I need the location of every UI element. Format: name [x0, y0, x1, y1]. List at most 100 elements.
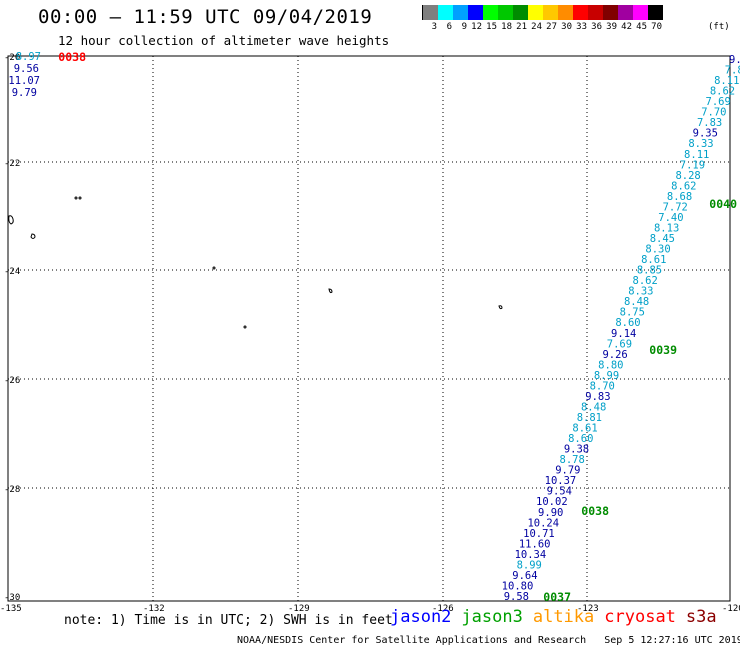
wave-reading: 9.14: [611, 328, 636, 340]
legend-swatch: [498, 5, 513, 20]
legend-tick: 27: [546, 22, 557, 32]
wave-reading: 7.19: [680, 159, 705, 171]
legend-swatch: [528, 5, 543, 20]
legend-swatch: [618, 5, 633, 20]
wave-reading: 8.11: [684, 149, 709, 161]
satellite-legend: jason2 jason3 altika cryosat s3a: [390, 607, 727, 627]
satellite-altika: altika: [532, 607, 595, 627]
wave-reading: 11.60: [519, 538, 551, 550]
pass-time-label: 0040: [709, 197, 737, 211]
wave-reading: 8.33: [628, 286, 653, 298]
wave-reading: 11.07: [8, 75, 40, 87]
wave-reading: 10.34: [515, 549, 547, 561]
satellite-cryosat: cryosat: [604, 607, 676, 627]
wave-reading: 9.0: [729, 54, 740, 66]
legend-tick: 45: [636, 22, 647, 32]
pass-time-labels: 0038 0040 0039 0038 0037: [58, 50, 737, 604]
map-title: 00:00 – 11:59 UTC 09/04/2019: [38, 6, 373, 28]
wave-reading: 8.45: [650, 233, 675, 245]
lon-label: -120: [722, 604, 740, 614]
legend-ticks: 3 6 9 12 15 18 21 24 27 30 33 36 39 42 45 70: [422, 22, 663, 32]
wave-reading: 9.79: [12, 87, 37, 99]
wave-reading: 8.62: [633, 275, 658, 287]
wave-reading: 8.60: [615, 317, 640, 329]
lat-grid: [8, 161, 730, 489]
islands: [8, 196, 503, 329]
legend-tick: 39: [606, 22, 617, 32]
wave-reading: 9.64: [512, 570, 537, 582]
units-note: note: 1) Time is in UTC; 2) SWH is in fe…: [64, 613, 393, 628]
color-legend: 3 6 9 12 15 18 21 24 27 30 33 36 39 42 45 70 (ft): [422, 5, 730, 32]
legend-swatch: [558, 5, 573, 20]
map-frame: [7, 55, 731, 602]
legend-swatch: [543, 5, 558, 20]
wave-reading: 8.30: [645, 244, 670, 256]
legend-tick: 3: [431, 22, 437, 32]
island: [498, 305, 503, 310]
credit-line: NOAA/NESDIS Center for Satellite Applica…: [237, 635, 740, 646]
pass-time-label: 0039: [649, 343, 677, 357]
lat-label: -26: [4, 376, 20, 386]
wave-reading: 8.28: [675, 170, 700, 182]
legend-swatch: [422, 5, 438, 20]
wave-reading: 10.02: [536, 496, 568, 508]
wave-reading: 9.90: [538, 507, 563, 519]
wave-reading: 7.70: [701, 107, 726, 119]
wave-reading: 9.54: [547, 486, 572, 498]
wave-reading: 10.37: [545, 475, 577, 487]
lat-label: -22: [4, 159, 20, 169]
wave-reading: 10.24: [527, 517, 559, 529]
lat-label: -30: [4, 593, 20, 603]
island: [30, 233, 36, 239]
wave-reading: 8.48: [624, 296, 649, 308]
wave-reading: 8.80: [598, 359, 623, 371]
lon-label: -129: [288, 604, 310, 614]
legend-tick: 36: [591, 22, 602, 32]
legend-tick: 33: [576, 22, 587, 32]
wave-reading: 7.69: [706, 96, 731, 108]
lon-labels: -135 -132 -129 -126 -123 -120: [0, 604, 740, 614]
wave-reading: 8.75: [620, 307, 645, 319]
legend-tick: 12: [471, 22, 482, 32]
legend-tick: 42: [621, 22, 632, 32]
island: [328, 288, 333, 294]
wave-reading: 8.85: [637, 265, 662, 277]
wave-reading: 9.56: [14, 63, 39, 75]
island: [8, 215, 14, 225]
wave-reading: 8.62: [671, 180, 696, 192]
legend-unit: (ft): [708, 22, 730, 32]
wave-height-readings: 8.979.5611.079.799.07.88.118.627.697.707…: [8, 51, 740, 603]
legend-swatch: [468, 5, 483, 20]
wave-reading: 7.72: [663, 201, 688, 213]
generated-timestamp: Sep 5 12:27:16 UTC 2019: [604, 635, 740, 646]
legend-tick: 6: [446, 22, 452, 32]
legend-swatch: [603, 5, 618, 20]
wave-reading: 8.99: [517, 559, 542, 571]
lon-grid: [152, 56, 588, 601]
wave-reading: 10.80: [502, 580, 534, 592]
wave-reading: 8.61: [641, 254, 666, 266]
wave-reading: 8.70: [590, 380, 615, 392]
satellite-jason2: jason2: [390, 607, 452, 627]
legend-tick: 70: [651, 22, 662, 32]
wave-reading: 8.48: [581, 401, 606, 413]
lon-label: -132: [143, 604, 165, 614]
legend-tick: 9: [461, 22, 467, 32]
legend-swatch: [513, 5, 528, 20]
lon-label: -123: [577, 604, 599, 614]
wave-reading: 8.97: [16, 51, 41, 63]
wave-reading: 9.83: [585, 391, 610, 403]
lat-label: -24: [4, 267, 20, 277]
legend-tick: 18: [501, 22, 512, 32]
credit-text: NOAA/NESDIS Center for Satellite Applica…: [237, 635, 587, 646]
wave-reading: 9.26: [602, 349, 627, 361]
satellite-s3a: s3a: [685, 607, 717, 627]
legend-swatch: [633, 5, 648, 20]
wave-reading: 8.61: [572, 423, 597, 435]
legend-swatches: [422, 5, 663, 20]
legend-swatch: [483, 5, 498, 20]
lat-labels: -20 -22 -24 -26 -28 -30: [4, 53, 20, 603]
wave-reading: 8.62: [710, 86, 735, 98]
pass-time-label: 0038: [58, 50, 86, 64]
wave-reading: 8.78: [560, 454, 585, 466]
